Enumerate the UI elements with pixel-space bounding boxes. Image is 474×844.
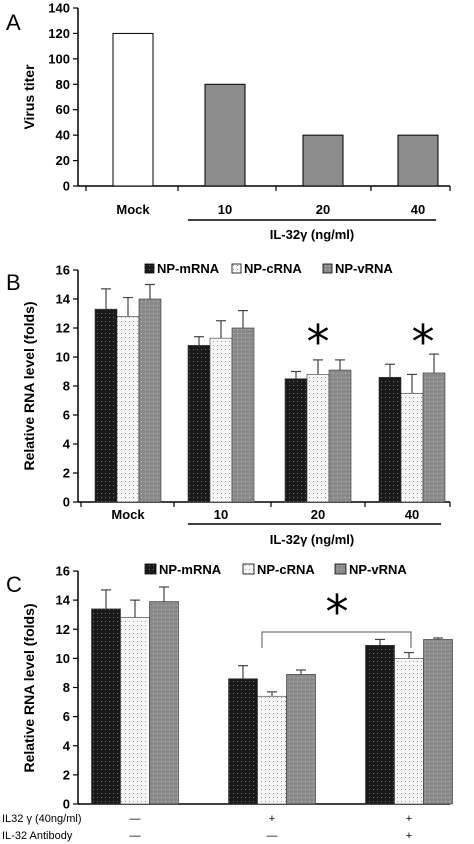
bar-c-NP-cRNA-1	[120, 617, 150, 805]
y-tick-label-a: 80	[56, 77, 70, 92]
y-axis-label-c: Relative RNA level (folds)	[21, 603, 37, 772]
bar-a-Mock	[112, 32, 154, 187]
y-tick-label-c: 2	[63, 767, 70, 782]
x-tick-label-b: 40	[405, 507, 419, 522]
bar-b-NP-vRNA-40	[422, 372, 446, 503]
bar-b-NP-vRNA-10	[231, 327, 255, 503]
condition-symbol-c: +	[269, 813, 275, 825]
significance-star-c: *	[326, 585, 349, 639]
condition-symbol-c: —	[130, 830, 141, 842]
bar-c-NP-vRNA-3	[423, 639, 453, 805]
y-tick-label-b: 4	[63, 437, 71, 452]
x-tick-label-b: Mock	[111, 507, 145, 522]
y-tick-label-a: 40	[56, 128, 70, 143]
y-tick-label-b: 2	[63, 466, 70, 481]
y-tick-label-b: 14	[56, 292, 71, 307]
significance-bracket-c	[261, 631, 412, 648]
bar-b-NP-cRNA-20	[306, 374, 330, 503]
panel-letter-b: B	[6, 270, 21, 295]
y-tick-label-c: 4	[63, 738, 71, 753]
y-tick-label-c: 16	[56, 564, 70, 579]
panel-letter-c: C	[6, 572, 22, 597]
bar-b-NP-cRNA-Mock	[116, 316, 140, 503]
legend-label-c: NP-cRNA	[257, 562, 315, 577]
y-tick-label-b: 12	[56, 321, 70, 336]
bar-b-NP-vRNA-20	[328, 369, 352, 503]
y-axis-label-b: Relative RNA level (folds)	[21, 301, 37, 470]
bar-b-NP-mRNA-40	[378, 376, 402, 503]
bar-a-40	[397, 134, 439, 187]
bar-c-NP-mRNA-2	[228, 678, 258, 805]
significance-star-b: *	[307, 315, 330, 369]
bar-a-20	[302, 134, 344, 187]
y-axis-label-a: Virus titer	[21, 64, 37, 130]
legend-label-b: NP-vRNA	[335, 261, 393, 276]
y-tick-label-b: 0	[63, 495, 70, 510]
y-tick-label-b: 8	[63, 379, 70, 394]
x-tick-label-a: 20	[316, 202, 330, 217]
legend-label-c: NP-mRNA	[159, 562, 222, 577]
condition-symbol-c: —	[130, 813, 141, 825]
bar-c-NP-cRNA-2	[257, 695, 287, 805]
y-tick-label-c: 6	[63, 709, 70, 724]
legend-swatch-b	[144, 263, 155, 274]
x-tick-label-a: 10	[218, 202, 232, 217]
y-tick-label-c: 8	[63, 680, 70, 695]
bar-b-NP-cRNA-10	[209, 337, 233, 503]
bar-c-NP-cRNA-3	[394, 658, 424, 805]
bar-b-NP-cRNA-40	[400, 392, 424, 503]
y-tick-label-a: 120	[48, 26, 70, 41]
y-tick-label-a: 140	[48, 1, 70, 16]
condition-symbol-c: +	[406, 830, 412, 842]
condition-row-label-c: IL32 γ (40ng/ml)	[2, 813, 81, 825]
bar-b-NP-mRNA-Mock	[94, 308, 118, 503]
y-tick-label-c: 10	[56, 651, 70, 666]
y-tick-label-a: 100	[48, 51, 70, 66]
condition-row-label-c: IL-32 Antibody	[2, 830, 73, 842]
y-tick-label-c: 14	[56, 593, 71, 608]
x-tick-label-a: 40	[411, 202, 425, 217]
y-tick-label-a: 0	[63, 179, 70, 194]
legend-swatch-c	[334, 563, 347, 575]
group-label-a: IL-32γ (ng/ml)	[270, 227, 355, 242]
y-tick-label-c: 12	[56, 622, 70, 637]
y-tick-label-a: 60	[56, 102, 70, 117]
y-tick-label-a: 20	[56, 153, 70, 168]
y-tick-label-b: 6	[63, 408, 70, 423]
bar-c-NP-mRNA-1	[91, 608, 121, 805]
bar-c-NP-vRNA-2	[286, 674, 316, 805]
group-label-b: IL-32γ (ng/ml)	[270, 532, 355, 547]
bar-c-NP-vRNA-1	[149, 601, 179, 805]
legend-label-b: NP-cRNA	[244, 261, 302, 276]
legend-label-b: NP-mRNA	[157, 261, 220, 276]
y-tick-label-c: 0	[63, 797, 70, 812]
bar-b-NP-mRNA-10	[187, 345, 211, 503]
x-tick-label-a: Mock	[116, 202, 150, 217]
condition-symbol-c: —	[267, 830, 278, 842]
x-tick-label-b: 20	[311, 507, 325, 522]
panel-letter-a: A	[6, 10, 21, 35]
x-tick-label-b: 10	[214, 507, 228, 522]
bar-c-NP-mRNA-3	[365, 644, 395, 805]
condition-symbol-c: +	[406, 813, 412, 825]
legend-swatch-b	[322, 263, 333, 274]
legend-label-c: NP-vRNA	[349, 562, 407, 577]
y-tick-label-b: 10	[56, 350, 70, 365]
bar-b-NP-vRNA-Mock	[138, 298, 162, 503]
legend-swatch-c	[144, 563, 157, 575]
legend-swatch-c	[242, 563, 255, 575]
significance-star-b: *	[412, 315, 435, 369]
bar-b-NP-mRNA-20	[284, 378, 308, 503]
bar-a-10	[204, 83, 246, 187]
legend-swatch-b	[231, 263, 242, 274]
y-tick-label-b: 16	[56, 263, 70, 278]
